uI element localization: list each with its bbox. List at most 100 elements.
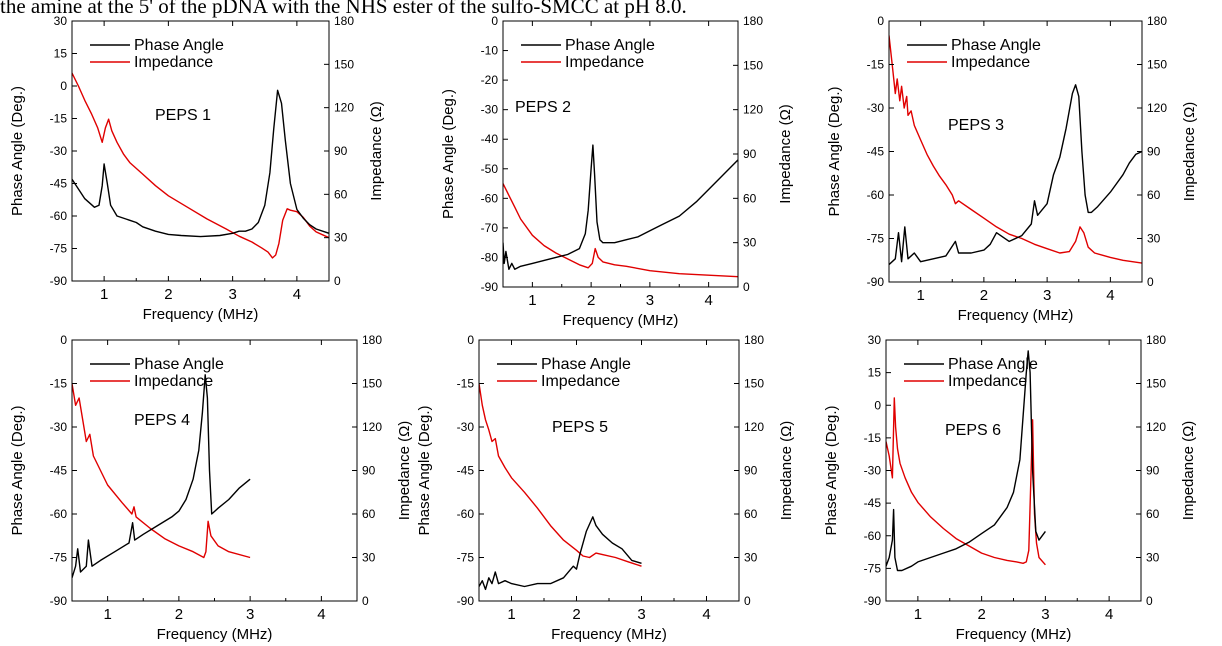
y-right-tick-label: 90 (1147, 145, 1161, 159)
legend-label-impedance: Impedance (565, 54, 644, 71)
y-right-tick-label: 120 (743, 103, 763, 117)
y-left-tick-label: -30 (481, 103, 499, 117)
phase-angle-line-panel-1 (72, 89, 329, 238)
panel-label: PEPS 3 (948, 117, 1004, 134)
y-left-tick-label: -30 (457, 420, 475, 434)
x-tick-label: 4 (1105, 606, 1113, 623)
page-header-text: the amine at the 5' of the pDNA with the… (0, 0, 687, 18)
y-right-tick-label: 90 (744, 464, 758, 478)
y-left-tick-label: -60 (864, 529, 882, 543)
y-left-axis-title: Phase Angle (Deg.) (440, 89, 457, 219)
y-left-tick-label: -10 (481, 44, 499, 58)
y-right-tick-label: 60 (334, 187, 348, 201)
y-right-tick-label: 180 (334, 14, 354, 28)
x-tick-label: 4 (317, 606, 325, 623)
phase-angle-line-panel-5 (479, 516, 642, 591)
y-left-tick-label: 30 (868, 333, 882, 347)
y-left-tick-label: -15 (867, 58, 885, 72)
y-left-tick-label: -15 (50, 377, 68, 391)
y-left-tick-label: -45 (864, 496, 882, 510)
y-left-tick-label: -45 (867, 145, 885, 159)
x-tick-label: 1 (916, 287, 924, 304)
y-left-tick-label: -90 (867, 275, 885, 289)
y-right-tick-label: 60 (362, 507, 376, 521)
chart-panel-3: 1 2 3 4 -90 -75 -60 -45 -30 -15 0 0 30 60 90 120 150 180 F… (826, 14, 1198, 324)
x-tick-label: 4 (1106, 287, 1114, 304)
y-left-tick-label: -75 (457, 551, 475, 565)
y-left-tick-label: -45 (50, 464, 68, 478)
y-right-tick-label: 90 (1146, 464, 1160, 478)
y-right-tick-label: 30 (744, 551, 758, 565)
y-right-tick-label: 0 (1146, 594, 1153, 608)
legend-label-phase-angle: Phase Angle (951, 37, 1041, 54)
impedance-line-panel-4 (72, 383, 251, 559)
legend-label-phase-angle: Phase Angle (134, 356, 224, 373)
y-right-tick-label: 90 (334, 144, 348, 158)
y-left-tick-label: -30 (867, 101, 885, 115)
x-axis-title: Frequency (MHz) (143, 306, 259, 323)
y-left-tick-label: 0 (60, 79, 67, 93)
y-right-tick-label: 60 (743, 191, 757, 205)
y-left-tick-label: -30 (50, 144, 68, 158)
chart-panel-4: 1 2 3 4 -90 -75 -60 -45 -30 -15 0 0 30 60 90 120 150 180 F… (9, 333, 413, 643)
y-right-tick-label: 90 (743, 147, 757, 161)
y-right-tick-label: 150 (334, 57, 354, 71)
y-left-tick-label: -20 (481, 73, 499, 87)
x-axis-title: Frequency (MHz) (958, 307, 1074, 324)
legend-label-impedance: Impedance (948, 373, 1027, 390)
y-right-tick-label: 0 (362, 594, 369, 608)
legend-label-phase-angle: Phase Angle (541, 356, 631, 373)
chart-panel-2: 1 2 3 4 -90 -80 -70 -60 -50 -40 -30 -20 -10 0 0 30 60 90 1… (440, 14, 794, 329)
y-left-tick-label: -75 (864, 561, 882, 575)
y-left-tick-label: -75 (50, 551, 68, 565)
y-left-tick-label: -40 (481, 132, 499, 146)
y-left-tick-label: -70 (481, 221, 499, 235)
y-left-axis-title: Phase Angle (Deg.) (9, 86, 26, 216)
x-tick-label: 3 (228, 286, 236, 303)
panel-label: PEPS 5 (552, 419, 608, 436)
x-tick-label: 3 (1041, 606, 1049, 623)
panel-label: PEPS 4 (134, 412, 190, 429)
y-right-axis-title: Impedance (Ω) (396, 421, 413, 521)
x-tick-label: 3 (646, 292, 654, 309)
y-left-axis-title: Phase Angle (Deg.) (826, 86, 843, 216)
x-tick-label: 2 (572, 606, 580, 623)
legend-label-phase-angle: Phase Angle (134, 37, 224, 54)
y-left-tick-label: 30 (54, 14, 68, 28)
phase-angle-line-panel-3 (889, 84, 1142, 266)
chart-panel-6: 1 2 3 4 -90 -75 -60 -45 -30 -15 0 15 30 0 30 60 90 120 150… (823, 333, 1197, 643)
y-right-axis-title: Impedance (Ω) (1181, 102, 1198, 202)
y-left-axis-title: Phase Angle (Deg.) (416, 405, 433, 535)
y-left-tick-label: -60 (50, 507, 68, 521)
y-right-axis-title: Impedance (Ω) (1180, 421, 1197, 521)
x-axis-title: Frequency (MHz) (551, 626, 667, 643)
x-axis-title: Frequency (MHz) (563, 312, 679, 329)
y-left-tick-label: -90 (457, 594, 475, 608)
y-right-tick-label: 30 (362, 551, 376, 565)
y-right-tick-label: 30 (743, 236, 757, 250)
y-right-tick-label: 0 (744, 594, 751, 608)
y-left-tick-label: 15 (54, 47, 68, 61)
impedance-line-panel-3 (889, 35, 1142, 264)
y-left-tick-label: 0 (877, 14, 884, 28)
legend-label-impedance: Impedance (541, 373, 620, 390)
x-tick-label: 3 (637, 606, 645, 623)
x-tick-label: 1 (528, 292, 536, 309)
x-tick-label: 4 (702, 606, 710, 623)
y-left-axis-title: Phase Angle (Deg.) (823, 405, 840, 535)
y-left-tick-label: 0 (491, 14, 498, 28)
y-left-tick-label: -15 (50, 112, 68, 126)
x-tick-label: 2 (980, 287, 988, 304)
y-left-tick-label: 0 (874, 398, 881, 412)
x-axis-title: Frequency (MHz) (956, 626, 1072, 643)
x-tick-label: 3 (1043, 287, 1051, 304)
y-right-axis-title: Impedance (Ω) (777, 104, 794, 204)
y-right-tick-label: 180 (1146, 333, 1166, 347)
y-left-tick-label: -90 (864, 594, 882, 608)
y-right-tick-label: 180 (743, 14, 763, 28)
y-left-tick-label: 15 (868, 366, 882, 380)
impedance-line-panel-2 (503, 183, 738, 278)
y-left-tick-label: 0 (467, 333, 474, 347)
impedance-line-panel-5 (479, 383, 642, 567)
